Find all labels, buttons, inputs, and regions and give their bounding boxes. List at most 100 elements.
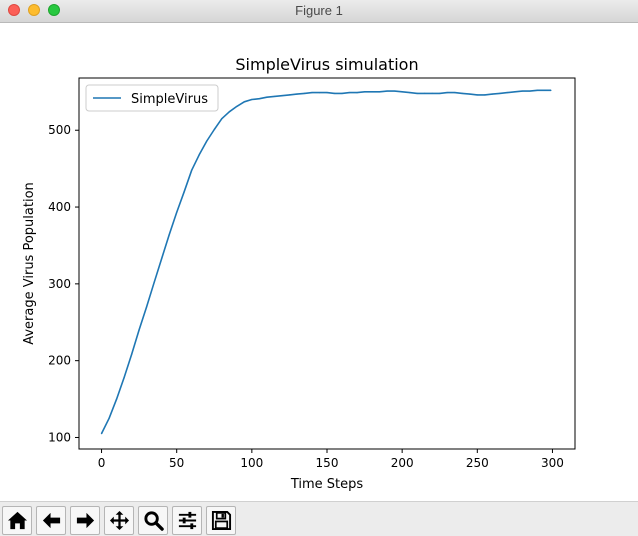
data-point [236, 105, 238, 108]
data-point [544, 89, 546, 91]
data-point [386, 90, 388, 92]
pan-button[interactable] [104, 506, 134, 535]
data-point [491, 93, 493, 95]
y-axis-label: Average Virus Population [22, 182, 37, 345]
data-point [409, 91, 411, 94]
back-button[interactable] [36, 506, 66, 535]
data-point [213, 128, 215, 131]
data-point [288, 94, 291, 96]
data-point [311, 91, 313, 94]
x-tick-label: 100 [240, 456, 263, 470]
data-point [123, 376, 125, 379]
data-point [206, 140, 208, 142]
data-point [536, 89, 539, 91]
data-point [108, 417, 110, 419]
data-point [431, 92, 433, 94]
data-point [356, 91, 358, 94]
data-point [371, 91, 373, 93]
x-tick-label: 200 [391, 456, 414, 470]
legend-box [85, 84, 219, 112]
data-point [550, 89, 552, 91]
forward-arrow-icon [76, 512, 95, 529]
x-tick-label: 50 [169, 456, 184, 470]
data-point [326, 91, 328, 94]
data-point [514, 91, 516, 93]
figure-canvas: SimpleVirus simulation 0 50 100 150 200 250 30… [0, 23, 638, 501]
data-point [176, 211, 178, 214]
window-title: Figure 1 [295, 3, 343, 18]
forward-button[interactable] [70, 506, 100, 535]
data-point [454, 91, 456, 94]
series-points [100, 89, 552, 435]
data-point [529, 90, 531, 92]
configure-subplots-button[interactable] [172, 506, 202, 535]
legend: SimpleVirus [85, 84, 219, 112]
data-point [146, 306, 148, 308]
data-point [333, 92, 336, 94]
data-point [100, 433, 103, 435]
y-tick-label: 300 [48, 277, 71, 291]
plot-area [78, 77, 576, 450]
window-titlebar: Figure 1 [0, 0, 638, 23]
navigation-toolbar [0, 501, 638, 536]
save-figure-button[interactable] [206, 506, 236, 535]
data-point [266, 96, 268, 98]
data-point [243, 101, 245, 103]
data-point [506, 91, 508, 94]
data-point [191, 169, 193, 171]
data-point [446, 91, 448, 94]
data-point [221, 118, 223, 120]
x-tick-label: 300 [541, 456, 564, 470]
y-tick-label: 500 [48, 123, 71, 137]
data-point [484, 94, 486, 96]
close-window-button[interactable] [8, 4, 20, 16]
data-point [251, 98, 253, 101]
data-point [348, 91, 351, 94]
data-point [476, 94, 478, 96]
data-point [416, 92, 418, 94]
zoom-button[interactable] [138, 506, 168, 535]
data-point [341, 92, 343, 94]
save-icon [211, 510, 232, 531]
data-point [461, 92, 463, 94]
data-point [273, 95, 275, 98]
home-icon [7, 511, 28, 530]
y-tick-label: 100 [48, 430, 71, 444]
data-point [401, 91, 403, 93]
data-point [318, 91, 321, 94]
x-axis-label: Time Steps [290, 477, 364, 492]
chart-title: SimpleVirus simulation [235, 55, 418, 74]
data-point [281, 95, 283, 97]
data-point [521, 90, 523, 92]
legend-label: SimpleVirus [131, 92, 208, 107]
zoom-window-button[interactable] [48, 4, 60, 16]
y-tick-label: 200 [48, 354, 71, 368]
x-tick-label: 150 [316, 456, 339, 470]
data-point [115, 398, 118, 400]
minimize-window-button[interactable] [28, 4, 40, 16]
data-point [394, 90, 396, 92]
pan-move-icon [109, 510, 130, 531]
data-point [296, 93, 298, 95]
data-point [168, 234, 170, 236]
data-point [161, 257, 163, 260]
data-point [228, 111, 230, 113]
back-arrow-icon [42, 512, 61, 529]
data-point [439, 92, 441, 94]
data-point [469, 93, 471, 95]
axis-ticks: 0 50 100 150 200 250 300 100 200 300 400 500 [48, 123, 564, 470]
y-tick-label: 400 [48, 200, 71, 214]
configure-subplots-icon [178, 511, 197, 530]
data-point [424, 92, 426, 94]
x-tick-label: 250 [466, 456, 489, 470]
data-point [198, 154, 200, 156]
data-point [183, 191, 185, 193]
data-point [138, 329, 140, 331]
x-tick-label: 0 [98, 456, 106, 470]
zoom-magnifier-icon [144, 511, 164, 531]
data-point [131, 353, 133, 356]
data-point [499, 92, 501, 94]
data-point [258, 98, 260, 100]
line-chart: SimpleVirus simulation 0 50 100 150 200 250 30… [22, 55, 576, 492]
home-button[interactable] [2, 506, 32, 535]
